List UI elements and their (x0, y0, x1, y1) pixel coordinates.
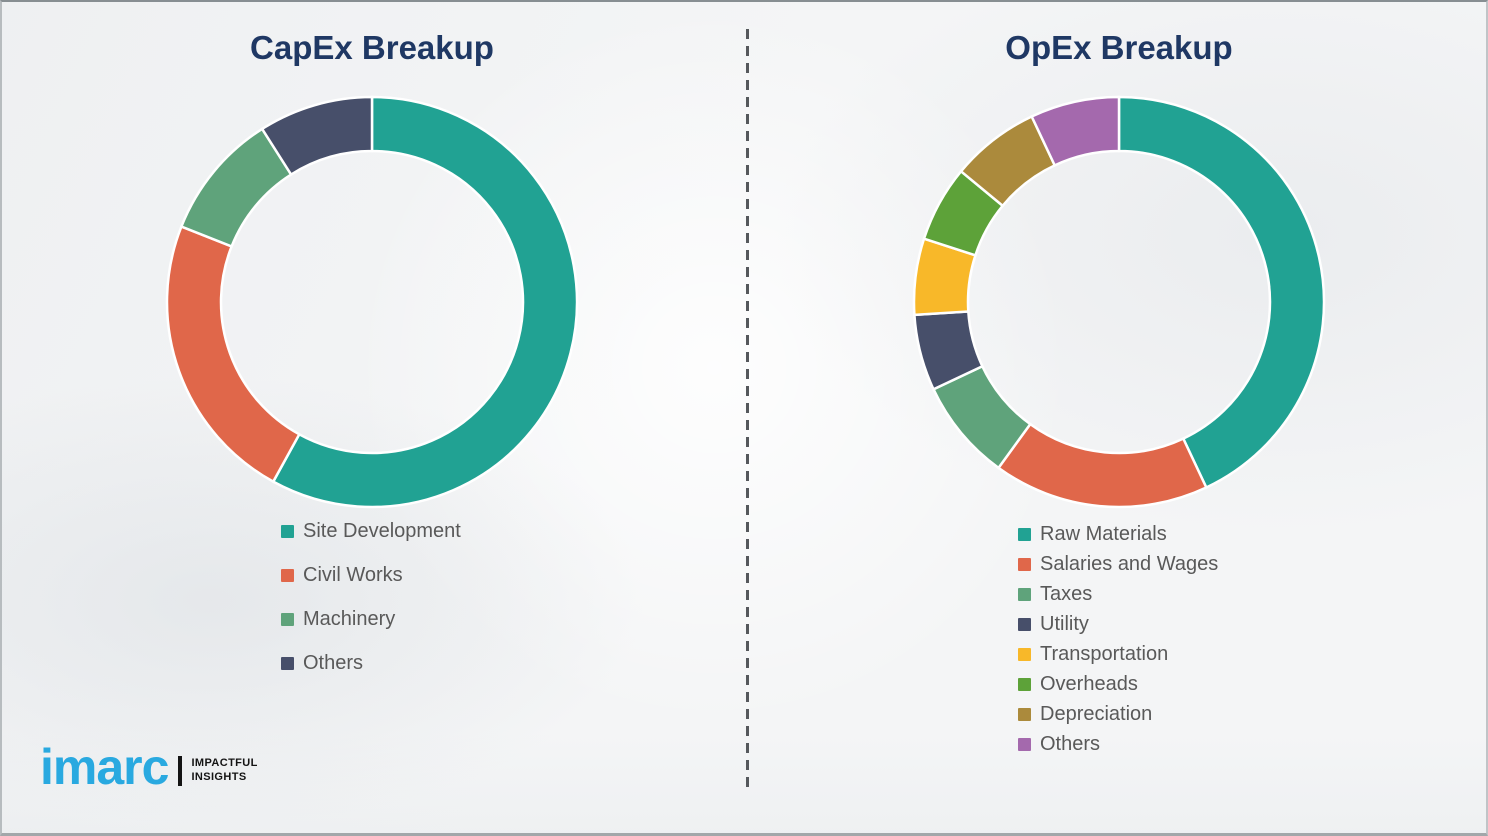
capex-donut-segment-others (260, 95, 374, 177)
capex-donut-segment-civil-works (165, 224, 301, 484)
opex-donut-segment-raw-materials (1117, 95, 1326, 490)
opex-donut-chart (912, 95, 1326, 509)
imarc-logo-wordmark: imarc (40, 739, 169, 795)
opex-legend-item-salaries-and-wages: Salaries and Wages (1018, 549, 1218, 579)
legend-swatch-icon (1018, 737, 1031, 751)
legend-label: Transportation (1040, 642, 1169, 665)
imarc-tagline-line1: IMPACTFUL (191, 757, 258, 770)
opex-legend-item-transportation: Transportation (1018, 639, 1218, 669)
capex-donut-chart (165, 95, 579, 509)
legend-label: Others (303, 652, 364, 674)
legend-swatch-icon (1018, 617, 1031, 631)
legend-swatch-icon (1018, 707, 1031, 721)
opex-legend-item-taxes: Taxes (1018, 579, 1218, 609)
legend-swatch-icon (281, 525, 294, 538)
imarc-logo-tagline: IMPACTFUL INSIGHTS (191, 757, 257, 785)
capex-legend: Site Development Civil Works Machinery Othe… (281, 518, 461, 694)
opex-donut-segment-salaries-and-wages (996, 422, 1208, 509)
capex-chart-title: CapEx Breakup (250, 29, 494, 66)
legend-label: Others (1040, 732, 1101, 755)
capex-donut-segment-site-development (271, 95, 579, 509)
opex-legend: Raw Materials Salaries and Wages Taxes Util… (1018, 519, 1218, 759)
legend-label: Depreciation (1040, 702, 1153, 725)
legend-swatch-icon (1018, 527, 1031, 541)
capex-legend-item-others: Others (281, 650, 461, 677)
opex-legend-item-raw-materials: Raw Materials (1018, 519, 1218, 549)
legend-swatch-icon (1018, 647, 1031, 661)
legend-label: Machinery (303, 608, 396, 630)
imarc-logo: imarc IMPACTFUL INSIGHTS (40, 742, 258, 796)
legend-label: Overheads (1040, 672, 1138, 695)
imarc-logo-divider-bar (178, 756, 183, 786)
legend-label: Civil Works (303, 564, 403, 586)
opex-legend-item-utility: Utility (1018, 609, 1218, 639)
legend-swatch-icon (1018, 587, 1031, 601)
legend-swatch-icon (1018, 557, 1031, 571)
legend-swatch-icon (281, 657, 294, 670)
opex-legend-item-depreciation: Depreciation (1018, 699, 1218, 729)
opex-donut-segment-others (1030, 95, 1121, 168)
legend-label: Site Development (303, 520, 461, 542)
legend-label: Taxes (1040, 582, 1093, 605)
imarc-tagline-line2: INSIGHTS (191, 771, 247, 783)
capex-legend-item-civil-works: Civil Works (281, 562, 461, 589)
capex-legend-item-site-development: Site Development (281, 518, 461, 545)
legend-swatch-icon (281, 613, 294, 626)
opex-legend-item-others: Others (1018, 729, 1218, 759)
legend-swatch-icon (281, 569, 294, 582)
legend-label: Utility (1040, 612, 1089, 635)
vertical-dashed-divider (746, 29, 749, 791)
opex-legend-item-overheads: Overheads (1018, 669, 1218, 699)
legend-label: Salaries and Wages (1040, 552, 1219, 575)
opex-chart-title: OpEx Breakup (1005, 29, 1233, 66)
legend-swatch-icon (1018, 677, 1031, 691)
capex-legend-item-machinery: Machinery (281, 606, 461, 633)
legend-label: Raw Materials (1040, 522, 1167, 545)
